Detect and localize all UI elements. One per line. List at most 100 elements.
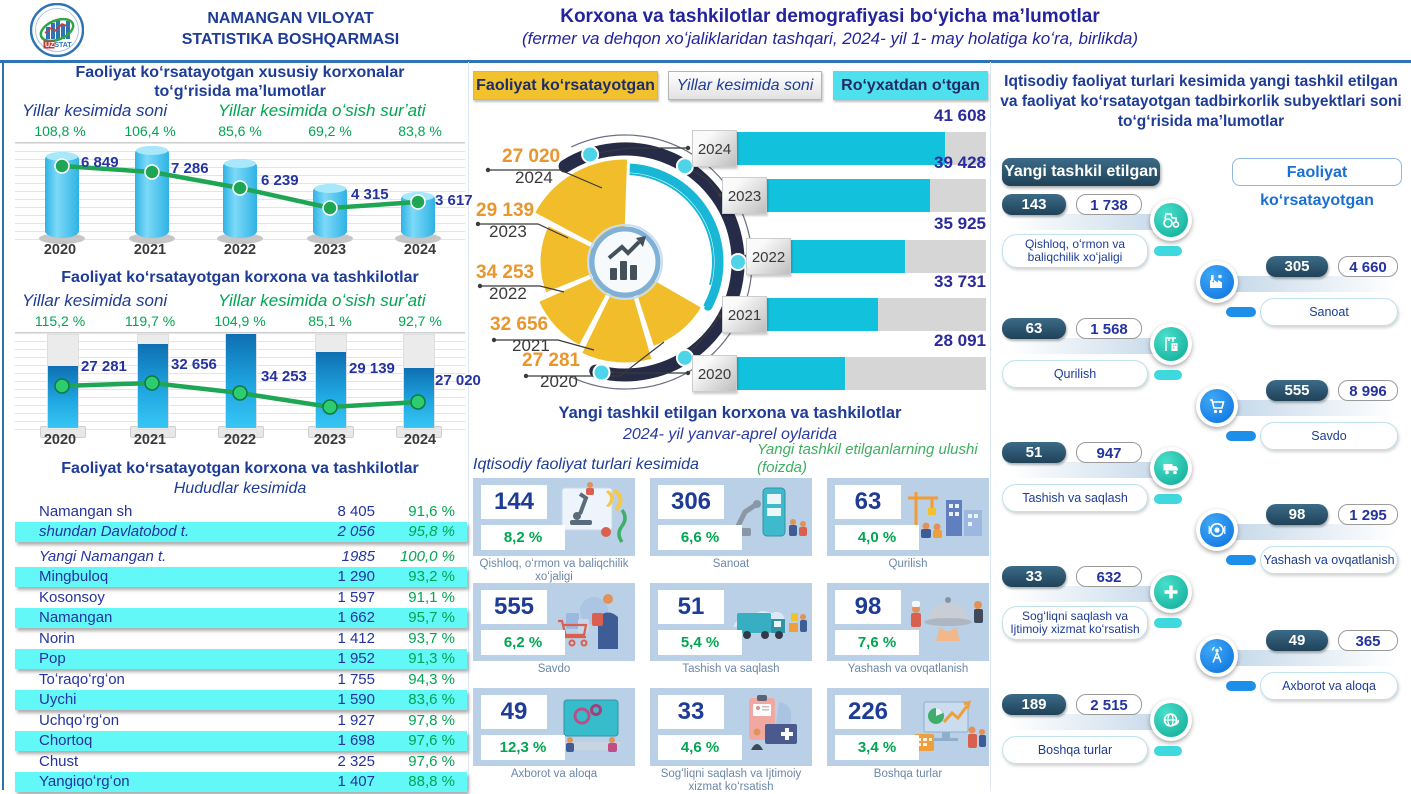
new-count: 33 xyxy=(1002,566,1066,587)
year-label: 2022 xyxy=(223,242,257,258)
sector-count: 555 xyxy=(481,590,547,624)
sector-share: 12,3 % xyxy=(481,735,565,760)
antenna-icon xyxy=(1200,639,1234,673)
agriculture-illustration-icon xyxy=(561,482,627,544)
tractor-icon xyxy=(1154,203,1188,237)
sector-share: 6,6 % xyxy=(658,525,742,550)
cylinder-bar-2021 xyxy=(135,146,169,238)
sector-share: 5,4 % xyxy=(658,630,742,655)
bar-fill xyxy=(737,357,845,390)
region-name: Chust xyxy=(39,752,79,770)
sector-card-hospitality: 98 7,6 % xyxy=(827,583,989,661)
sector-count: 144 xyxy=(481,485,547,519)
cylinder-bar-2023 xyxy=(313,184,347,238)
region-value: 1 590 xyxy=(337,691,375,709)
legend-chip-active[interactable]: Faoliyat koʻrsatayotgan xyxy=(473,71,658,100)
pie-value-2023: 29 139 xyxy=(476,200,535,221)
chart1-growth-values: 108,8 % 106,4 % 85,6 % 69,2 % 83,8 % xyxy=(15,123,465,139)
table-subtitle: Hududlar kesimida xyxy=(173,480,307,497)
org-title: NAMANGAN VILOYAT STATISTIKA BOSHQARMASI xyxy=(118,9,463,51)
active-count: 2 515 xyxy=(1076,694,1142,715)
new-count: 555 xyxy=(1266,380,1328,401)
legend-new-pill[interactable]: Yangi tashkil etilgan xyxy=(1002,158,1160,186)
sector-label: Axborot va aloqa xyxy=(1260,672,1398,700)
table-row: Chortoq 1 698 97,6 % xyxy=(15,730,467,751)
region-value: 2 056 xyxy=(337,523,375,541)
sector-card-label: Qurilish xyxy=(888,558,928,570)
pie-value-2021: 32 656 xyxy=(490,314,549,335)
active-count: 365 xyxy=(1338,630,1398,651)
sector-card-transport: 51 5,4 % xyxy=(650,583,812,661)
new-section-subtitle: 2024- yil yanvar-aprel oylarida xyxy=(622,426,838,443)
region-value: 1 662 xyxy=(337,609,375,627)
restaurant-plate-icon xyxy=(1200,513,1234,547)
sector-share: 3,4 % xyxy=(835,735,919,760)
year-label: 2023 xyxy=(313,432,347,448)
region-name: Toʻraqoʻrgʻon xyxy=(39,670,125,688)
active-count: 632 xyxy=(1076,566,1142,587)
region-value: 1 698 xyxy=(337,732,375,750)
region-name: Chortoq xyxy=(39,732,93,750)
table-row: Pop 1 952 91,3 % xyxy=(15,648,467,669)
chart2-value-2020: 27 281 xyxy=(81,358,127,375)
sector-card-label: Sogʻliqni saqlash va Ijtimoiy xizmat koʻ… xyxy=(660,768,802,794)
region-value: 1 407 xyxy=(337,773,375,791)
legend-active-pill[interactable]: Faoliyat koʻrsatayotgan xyxy=(1232,158,1402,209)
region-pct: 83,6 % xyxy=(408,691,455,709)
pie-year-2023: 2023 xyxy=(489,222,527,241)
region-name: shundan Davlatobod t. xyxy=(39,523,190,541)
sector-card-label: Tashish va saqlash xyxy=(682,663,780,675)
page-title: Korxona va tashkilotlar demografiyasi bo… xyxy=(560,6,1100,27)
truck-icon xyxy=(1154,451,1188,485)
medical-cross-icon xyxy=(1154,575,1188,609)
chart1-plot-area: 6 849 7 286 6 239 4 315 3 617 2020 2021 … xyxy=(15,142,473,258)
chart1-title: Faoliyat koʻrsatayotgan xususiy korxonal… xyxy=(15,63,465,101)
sector-row-other: 189 2 515 Boshqa turlar xyxy=(990,694,1411,764)
year-label: 2023 xyxy=(313,242,347,258)
cylinder-base xyxy=(39,233,85,244)
region-pct: 94,3 % xyxy=(408,670,455,688)
cylinder-base xyxy=(307,233,353,244)
region-value: 1 412 xyxy=(337,629,375,647)
chart1-value-2022: 6 239 xyxy=(261,172,299,189)
sector-label: Savdo xyxy=(1260,422,1398,450)
region-name: Uychi xyxy=(39,691,77,709)
chart2-growth-line xyxy=(54,375,426,415)
chart1-count-label: Yillar kesimida soni xyxy=(22,101,168,120)
health-illustration-icon xyxy=(749,695,797,750)
sector-card-agriculture: 144 8,2 % xyxy=(473,478,635,556)
chart2-plot-area: 27 281 32 656 34 253 29 139 27 020 2020 … xyxy=(15,332,481,448)
sector-card-industry: 306 6,6 % xyxy=(650,478,812,556)
sector-row-trade: 555 8 996 Savdo xyxy=(990,380,1411,450)
new-count: 63 xyxy=(1002,318,1066,339)
sector-card-label: Axborot va aloqa xyxy=(510,768,598,780)
legend-chip-registered[interactable]: Roʻyxatdan oʻtgan xyxy=(833,71,988,100)
region-name: Yangiqoʻrgʻon xyxy=(39,773,130,791)
cards-right-label: Yangi tashkil etilganlarning ulushi (foi… xyxy=(757,441,978,476)
chart2-value-2021: 32 656 xyxy=(171,356,217,373)
sector-card-trade: 555 6,2 % xyxy=(473,583,635,661)
sector-label: Sogʻliqni saqlash va Ijtimoiy xizmat koʻ… xyxy=(1002,606,1148,640)
sector-row-construction: 63 1 568 Qurilish xyxy=(990,318,1411,388)
region-pct: 93,7 % xyxy=(408,629,455,647)
legend-chip-count[interactable]: Yillar kesimida soni xyxy=(668,71,822,100)
new-count: 98 xyxy=(1266,504,1328,525)
registered-value: 28 091 xyxy=(934,331,986,350)
sector-label: Qurilish xyxy=(1002,360,1148,388)
sector-label: Qishloq, oʻrmon va baliqchilik xoʻjaligi xyxy=(1002,234,1148,268)
chart1-growth-2023: 69,2 % xyxy=(308,123,352,139)
sector-card-other: 226 3,4 % xyxy=(827,688,989,766)
chart1-growth-2024: 83,8 % xyxy=(398,123,442,139)
sector-card-construction: 63 4,0 % xyxy=(827,478,989,556)
year-label: 2024 xyxy=(403,432,437,448)
cylinder-base xyxy=(395,233,441,244)
sector-label: Sanoat xyxy=(1260,298,1398,326)
new-count: 49 xyxy=(1266,630,1328,651)
year-ring-arc xyxy=(558,142,745,382)
sector-row-health: 33 632 Sogʻliqni saqlash va Ijtimoiy xiz… xyxy=(990,566,1411,640)
chart1-growth-label: Yillar kesimida oʻsish surʼati xyxy=(218,101,426,120)
chart2-growth-2024: 92,7 % xyxy=(398,313,442,329)
region-value: 1 597 xyxy=(337,588,375,606)
sector-label: Tashish va saqlash xyxy=(1002,484,1148,512)
sector-card-label: Savdo xyxy=(537,663,571,675)
